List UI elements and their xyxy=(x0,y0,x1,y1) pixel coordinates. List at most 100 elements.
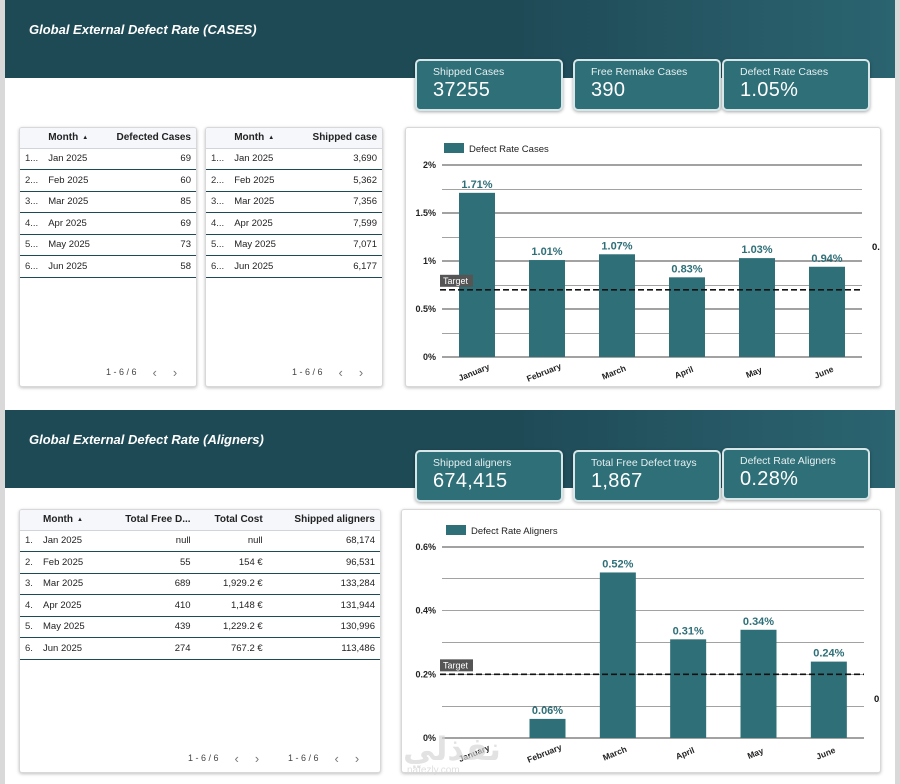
kpi-shipped-aligners[interactable]: Shipped aligners 674,415 xyxy=(415,450,563,502)
bar-value-label: 1.71% xyxy=(461,179,492,191)
kpi-total-free-defect-trays[interactable]: Total Free Defect trays 1,867 xyxy=(573,450,721,502)
pagination-range: 1 - 6 / 6 xyxy=(106,367,137,377)
bar xyxy=(670,639,707,738)
table-row[interactable]: 5... May 2025 73 xyxy=(20,234,196,256)
bar xyxy=(599,572,636,738)
bar xyxy=(529,260,565,357)
kpi-value: 0.28% xyxy=(740,468,799,490)
table-row[interactable]: 6. Jun 2025 274 767.2 €113,486 xyxy=(20,637,380,660)
kpi-defect-rate-cases[interactable]: Defect Rate Cases 1.05% xyxy=(722,59,870,111)
x-tick-label: April xyxy=(673,364,695,381)
kpi-shipped-cases[interactable]: Shipped Cases 37255 xyxy=(415,59,563,111)
bar-value-label: 0.34% xyxy=(743,616,774,628)
table-row[interactable]: 2... Feb 2025 5,362 xyxy=(206,169,382,192)
x-tick-label: January xyxy=(457,361,491,383)
defect-rate-aligners-chart: Defect Rate Aligners0%0.2%0.4%0.6%Januar… xyxy=(415,525,880,765)
table-row[interactable]: 5. May 2025 439 1,229.2 €130,996 xyxy=(20,616,380,638)
target-label-bg xyxy=(440,659,473,672)
chevron-left-icon[interactable]: ‹ xyxy=(338,364,343,380)
column-header-total-free-defect[interactable]: Total Free D... xyxy=(102,510,196,531)
table-row[interactable]: 6... Jun 2025 6,177 xyxy=(206,255,382,278)
chevron-right-icon[interactable]: › xyxy=(172,364,178,380)
bar-value-label: 0.31% xyxy=(673,625,704,637)
legend-swatch xyxy=(446,525,466,535)
watermark-url: nafezly.com xyxy=(407,765,460,776)
kpi-value: 1.05% xyxy=(740,79,799,101)
table-row[interactable]: 2. Feb 2025 55 154 €96,531 xyxy=(20,551,380,574)
kpi-label: Shipped aligners xyxy=(433,457,512,469)
table-row[interactable]: 4... Apr 2025 69 xyxy=(20,212,196,235)
chevron-left-icon[interactable]: ‹ xyxy=(334,750,339,766)
bar-value-label: 0.06% xyxy=(532,705,563,717)
table-row[interactable]: 2... Feb 2025 60 xyxy=(20,169,196,192)
table-row[interactable]: 4. Apr 2025 410 1,148 €131,944 xyxy=(20,594,380,617)
x-tick-label: February xyxy=(525,361,563,384)
pagination-range: 1 - 6 / 6 xyxy=(188,753,219,763)
column-header-shipped-aligners[interactable]: Shipped aligners xyxy=(267,510,380,531)
x-tick-label: June xyxy=(813,364,835,381)
section-aligners-title: Global External Defect Rate (Aligners) xyxy=(29,432,264,447)
kpi-value: 1,867 xyxy=(591,470,643,492)
bar-value-label: 1.01% xyxy=(531,246,562,258)
target-value-label: 0.7% xyxy=(872,242,881,253)
column-header-shipped-case[interactable]: Shipped case xyxy=(291,128,382,149)
chevron-right-icon[interactable]: › xyxy=(354,750,360,766)
x-tick-label: February xyxy=(526,742,564,765)
pagination: 1 - 6 / 6 ‹ › xyxy=(292,364,364,380)
y-tick-label: 0.6% xyxy=(415,542,436,552)
y-tick-label: 0.4% xyxy=(415,606,436,616)
aligners-table-card: Month ▲ Total Free D... Total Cost Shippe… xyxy=(19,509,381,773)
column-header-total-cost[interactable]: Total Cost xyxy=(195,510,268,531)
column-header-month[interactable]: Month ▲ xyxy=(43,128,102,149)
table-row[interactable]: 3... Mar 2025 7,356 xyxy=(206,191,382,213)
chevron-left-icon[interactable]: ‹ xyxy=(152,364,157,380)
y-tick-label: 0.2% xyxy=(415,669,436,679)
legend-label: Defect Rate Cases xyxy=(469,144,549,155)
column-header-month[interactable]: Month ▲ xyxy=(229,128,292,149)
x-tick-label: May xyxy=(744,364,763,380)
table-row[interactable]: 3... Mar 2025 85 xyxy=(20,191,196,213)
table-row[interactable]: 4... Apr 2025 7,599 xyxy=(206,212,382,235)
chevron-right-icon[interactable]: › xyxy=(254,750,260,766)
kpi-free-remake-cases[interactable]: Free Remake Cases 390 xyxy=(573,59,721,111)
sort-asc-icon[interactable]: ▲ xyxy=(82,134,89,141)
chevron-left-icon[interactable]: ‹ xyxy=(234,750,239,766)
table-row[interactable]: 1. Jan 2025 null null 68,174 xyxy=(20,530,380,552)
x-tick-label: March xyxy=(600,363,627,382)
chevron-right-icon[interactable]: › xyxy=(358,364,364,380)
x-tick-label: May xyxy=(746,745,765,761)
shipped-cases-table-card: Month ▲ Shipped case 1... Jan 2025 3,690 2.… xyxy=(205,127,383,387)
kpi-defect-rate-aligners[interactable]: Defect Rate Aligners 0.28% xyxy=(722,448,870,500)
table-row[interactable]: 5... May 2025 7,071 xyxy=(206,234,382,256)
y-tick-label: 0% xyxy=(423,733,436,743)
sort-asc-icon[interactable]: ▲ xyxy=(77,516,83,523)
y-tick-label: 1.5% xyxy=(415,208,436,218)
target-label: Target xyxy=(443,660,469,670)
kpi-label: Total Free Defect trays xyxy=(591,457,697,469)
column-header-defected-cases[interactable]: Defected Cases xyxy=(101,128,196,149)
pagination: 1 - 6 / 6 ‹ › xyxy=(106,364,178,380)
x-tick-label: April xyxy=(674,745,696,762)
pagination: 1 - 6 / 6 ‹ › xyxy=(188,750,260,766)
x-tick-label: March xyxy=(601,744,628,763)
table-row[interactable]: 3. Mar 2025 689 1,929.2 €133,284 xyxy=(20,573,380,595)
y-tick-label: 0.5% xyxy=(415,304,436,314)
kpi-label: Free Remake Cases xyxy=(591,66,688,78)
dashboard-page: Global External Defect Rate (CASES) Ship… xyxy=(5,0,895,784)
bar xyxy=(740,629,777,738)
sort-asc-icon[interactable]: ▲ xyxy=(268,134,275,141)
bar-value-label: 0.52% xyxy=(602,558,633,570)
watermark-logo: نفذلي xyxy=(403,731,501,767)
y-tick-label: 0% xyxy=(423,352,436,362)
bar-value-label: 1.07% xyxy=(601,240,632,252)
target-label-bg xyxy=(440,274,473,287)
bar-value-label: 0.24% xyxy=(813,648,844,660)
aligners-table: Month ▲ Total Free D... Total Cost Shippe… xyxy=(20,510,380,660)
table-row[interactable]: 1... Jan 2025 69 xyxy=(20,148,196,170)
table-row[interactable]: 6... Jun 2025 58 xyxy=(20,255,196,278)
column-header-month[interactable]: Month ▲ xyxy=(38,510,103,531)
table-row[interactable]: 1... Jan 2025 3,690 xyxy=(206,148,382,170)
defected-cases-table: Month ▲ Defected Cases 1... Jan 2025 69 2..… xyxy=(20,128,196,278)
bar xyxy=(599,254,635,357)
kpi-value: 390 xyxy=(591,79,626,101)
